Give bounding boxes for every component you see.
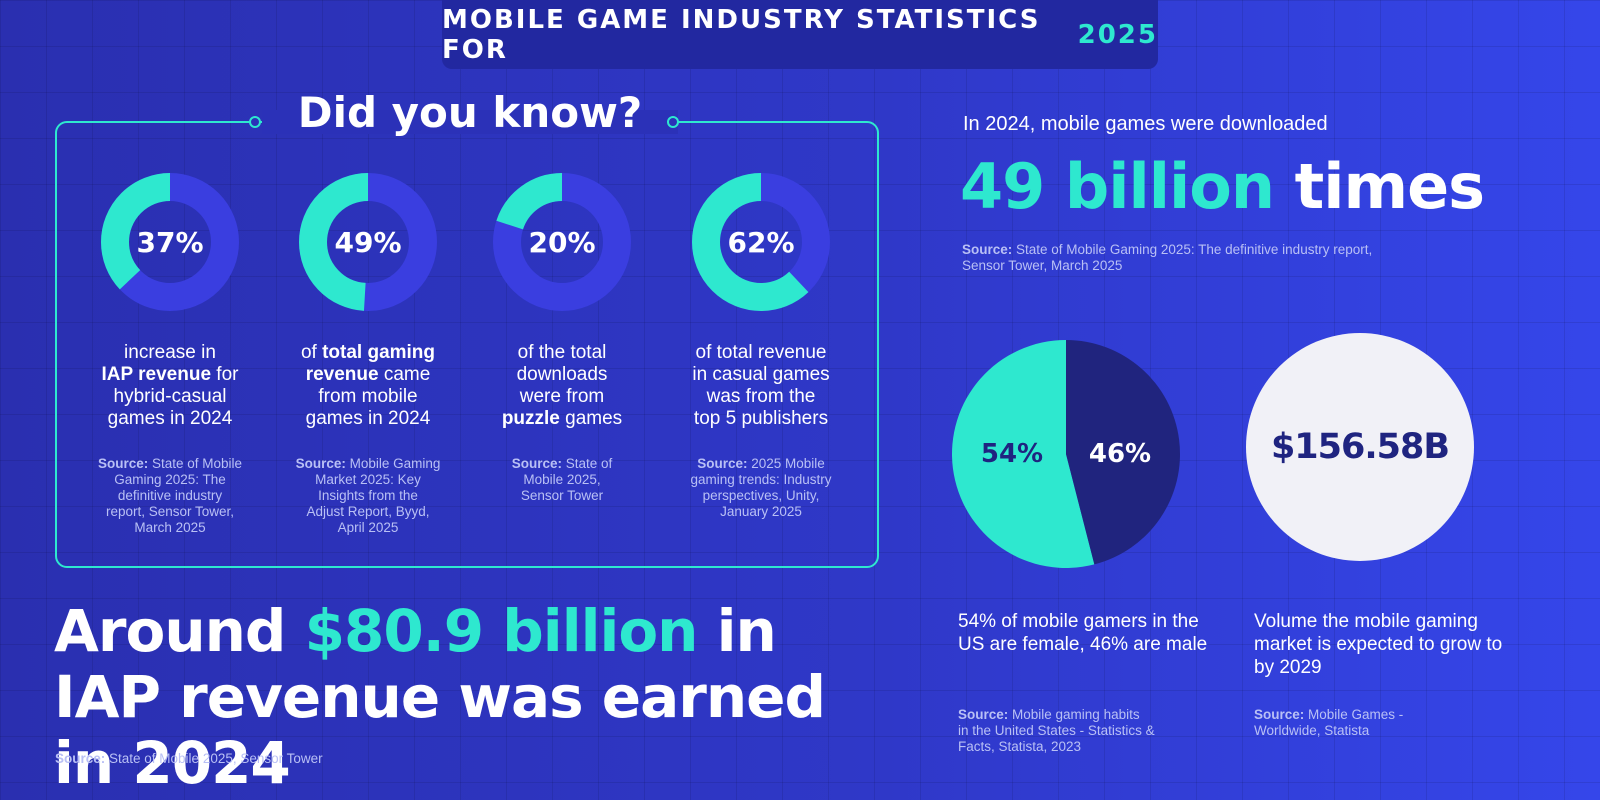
donut-value-arc bbox=[493, 173, 631, 311]
frame-gap bbox=[262, 110, 678, 134]
pie-label-male: 46% bbox=[1089, 439, 1151, 469]
frame-dot-left bbox=[249, 116, 261, 128]
pie-label-female: 54% bbox=[981, 439, 1043, 469]
downloads-highlight: 49 billion bbox=[960, 150, 1275, 223]
stat-description: increase in IAP revenue for hybrid-casual g… bbox=[101, 342, 239, 429]
donut-percent-label: 62% bbox=[727, 226, 794, 259]
stat-source: Source: State of Mobile 2025, Sensor Tower bbox=[511, 456, 613, 503]
iap-prefix: Around bbox=[54, 597, 305, 665]
header-year: 2025 bbox=[1077, 19, 1158, 50]
market-value-circle: $156.58B bbox=[1246, 333, 1474, 561]
gender-source: Source: Mobile gaming habits in the Unite… bbox=[958, 707, 1155, 754]
header-title-bar: MOBILE GAME INDUSTRY STATISTICS FOR 2025 bbox=[442, 0, 1158, 69]
donut-value-arc bbox=[692, 173, 830, 311]
market-source: Source: Mobile Games - Worldwide, Statist… bbox=[1254, 707, 1404, 738]
market-value: $156.58B bbox=[1270, 427, 1450, 467]
iap-suffix: in IAP revenue was earned in 2024 bbox=[54, 597, 826, 797]
donut-value-arc bbox=[101, 173, 239, 311]
stat-column: 49% of total gaming revenue came from mobil… bbox=[278, 172, 458, 536]
header-title: MOBILE GAME INDUSTRY STATISTICS FOR bbox=[442, 4, 1041, 65]
pie-slice-female bbox=[952, 340, 1095, 568]
gender-pie-chart: 54% 46% bbox=[952, 340, 1180, 568]
donut-chart: 62% bbox=[692, 173, 830, 311]
iap-source: Source: State of Mobile 2025, Sensor Tow… bbox=[55, 751, 323, 766]
stat-column: 20% of the total downloads were from puzzle … bbox=[472, 172, 652, 504]
frame-dot-right bbox=[667, 116, 679, 128]
stat-source: Source: 2025 Mobile gaming trends: Indust… bbox=[690, 456, 832, 519]
pie-slice-male bbox=[1066, 340, 1180, 565]
stat-description: of total gaming revenue came from mobile ga… bbox=[300, 342, 436, 429]
stat-description: of total revenue in casual games was from … bbox=[692, 342, 830, 429]
downloads-headline: 49 billion times bbox=[960, 150, 1485, 223]
iap-headline: Around $80.9 billion in IAP revenue was … bbox=[54, 598, 874, 796]
donut-percent-label: 49% bbox=[334, 226, 401, 259]
iap-highlight: $80.9 billion bbox=[304, 597, 699, 665]
stat-column: 62% of total revenue in casual games was fr… bbox=[671, 172, 851, 520]
donut-value-arc bbox=[299, 173, 437, 311]
donut-percent-label: 20% bbox=[528, 226, 595, 259]
downloads-source: Source: State of Mobile Gaming 2025: The… bbox=[962, 242, 1373, 273]
downloads-lead: In 2024, mobile games were downloaded bbox=[963, 113, 1328, 135]
gender-caption: 54% of mobile gamers in the US are femal… bbox=[958, 611, 1208, 655]
stat-description: of the total downloads were from puzzle gam… bbox=[501, 342, 623, 429]
donut-chart: 20% bbox=[493, 173, 631, 311]
donut-chart: 49% bbox=[299, 173, 437, 311]
stat-source: Source: State of Mobile Gaming 2025: The d… bbox=[97, 456, 243, 535]
downloads-suffix: times bbox=[1274, 150, 1485, 223]
market-caption: Volume the mobile gaming market is expec… bbox=[1254, 611, 1503, 678]
stat-column: 37% increase in IAP revenue for hybrid-casu… bbox=[80, 172, 260, 536]
donut-percent-label: 37% bbox=[136, 226, 203, 259]
donut-chart: 37% bbox=[101, 173, 239, 311]
did-you-know-title: Did you know? bbox=[297, 88, 643, 137]
stat-source: Source: Mobile Gaming Market 2025: Key Ins… bbox=[295, 456, 441, 535]
